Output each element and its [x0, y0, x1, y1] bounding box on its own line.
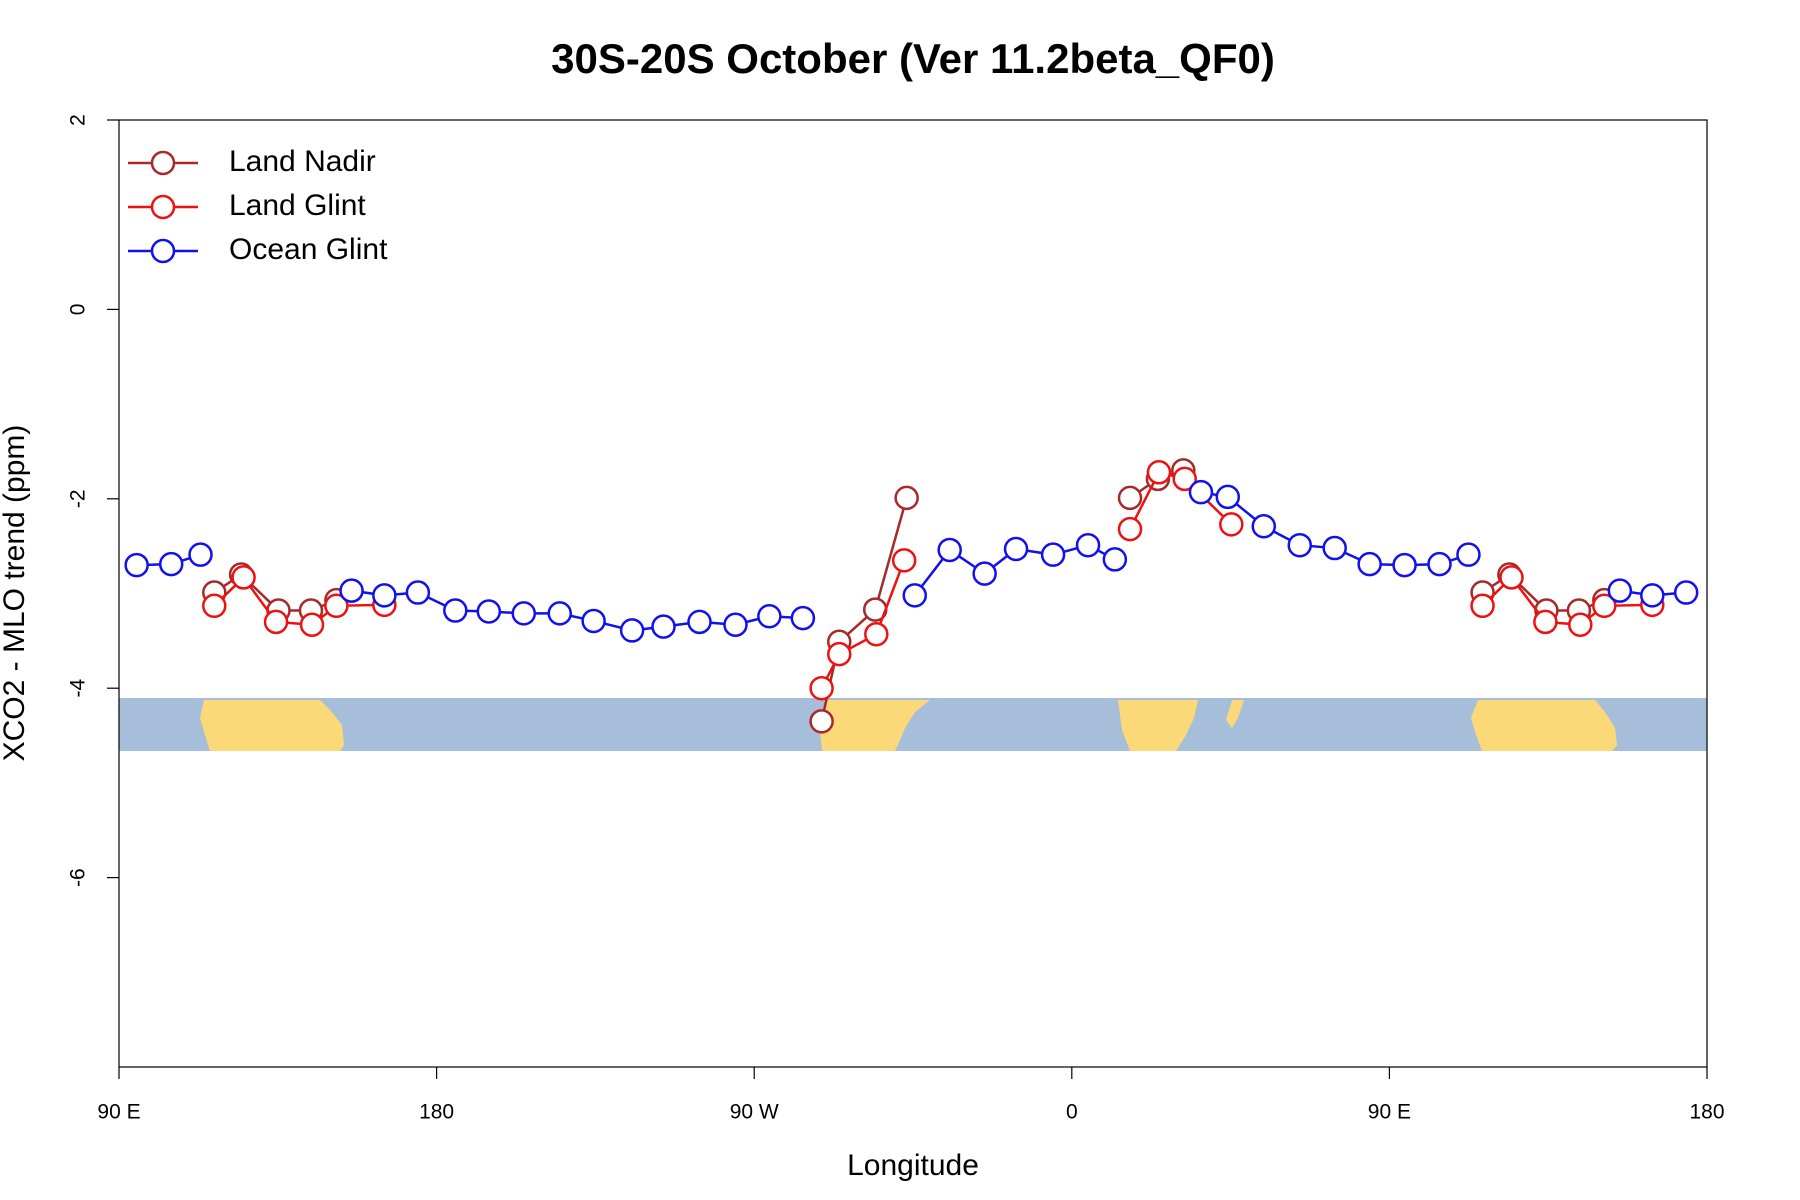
data-point — [619, 618, 645, 643]
data-point — [1040, 542, 1066, 567]
land-shape — [1471, 700, 1617, 751]
data-point — [1592, 593, 1617, 619]
data-point — [972, 561, 997, 586]
legend-label: Land Nadir — [229, 145, 376, 178]
data-point — [891, 548, 917, 573]
plot-frame — [118, 119, 1708, 1068]
data-point — [809, 709, 834, 734]
data-point — [1640, 583, 1665, 608]
y-tick-label: -4 — [67, 679, 90, 698]
data-point — [1117, 516, 1143, 542]
data-point — [263, 609, 289, 635]
data-point — [231, 565, 256, 590]
data-point — [790, 605, 816, 631]
data-point — [1533, 609, 1558, 635]
series-line — [213, 470, 1653, 689]
data-point — [864, 621, 889, 647]
y-tick-label: 0 — [67, 304, 90, 316]
data-point — [581, 608, 606, 634]
y-tick-label: 2 — [67, 114, 90, 126]
x-axis-title: Longitude — [847, 1149, 979, 1182]
y-axis-title: XCO2 - MLO trend (ppm) — [0, 425, 31, 762]
data-point — [1392, 552, 1417, 578]
land-shape — [1226, 700, 1244, 728]
data-point — [1102, 547, 1128, 572]
land-shape — [820, 700, 930, 751]
data-point — [1075, 532, 1101, 558]
data-point — [1215, 484, 1241, 510]
data-point — [937, 537, 962, 563]
data-point — [809, 675, 834, 701]
data-point — [1427, 551, 1452, 577]
y-tick-label: -2 — [67, 489, 90, 508]
data-point — [1456, 542, 1481, 567]
data-point — [1172, 466, 1197, 492]
data-point — [476, 599, 502, 624]
data-point — [1673, 580, 1699, 605]
legend-label: Land Glint — [229, 189, 366, 222]
data-point — [826, 641, 852, 667]
data-point — [511, 601, 537, 626]
data-point — [1117, 485, 1143, 511]
map-band — [119, 698, 1707, 751]
data-point — [1499, 565, 1524, 590]
legend-label: Ocean Glint — [229, 233, 388, 266]
data-point — [158, 551, 184, 577]
data-point — [894, 485, 919, 511]
data-point — [372, 583, 397, 608]
data-point — [1146, 460, 1172, 485]
data-point — [1188, 479, 1214, 505]
data-point — [188, 542, 213, 567]
land-shape — [1118, 700, 1198, 751]
x-tick-label: 90 E — [97, 1101, 140, 1124]
data-point — [1607, 578, 1633, 603]
x-tick-label: 90 W — [730, 1101, 779, 1124]
x-tick-label: 0 — [1066, 1101, 1078, 1124]
data-point — [443, 598, 468, 623]
data-point — [723, 612, 748, 638]
data-point — [1357, 551, 1382, 577]
legend-marker — [150, 150, 176, 176]
data-point — [124, 552, 149, 578]
data-point — [405, 580, 431, 605]
x-tick-label: 180 — [1689, 1101, 1724, 1124]
legend-marker — [150, 194, 176, 220]
data-point — [324, 593, 349, 619]
data-point — [902, 583, 928, 608]
data-point — [339, 578, 364, 603]
data-point — [757, 603, 782, 629]
data-point — [1287, 532, 1313, 558]
legend-marker — [150, 238, 176, 264]
data-point — [687, 609, 712, 635]
land-shape — [200, 700, 344, 751]
data-point — [1251, 514, 1277, 539]
chart-title: 30S-20S October (Ver 11.2beta_QF0) — [551, 35, 1275, 82]
x-tick-label: 180 — [419, 1101, 454, 1124]
data-point — [299, 612, 325, 638]
data-point — [1568, 612, 1593, 638]
data-point — [1219, 512, 1244, 537]
data-point — [547, 601, 573, 626]
x-tick-label: 90 E — [1368, 1101, 1411, 1124]
data-point — [1003, 536, 1029, 562]
data-point — [1470, 593, 1495, 619]
data-point — [1322, 535, 1347, 561]
data-point — [651, 614, 676, 639]
y-tick-label: -6 — [67, 868, 90, 887]
data-point — [202, 593, 227, 619]
